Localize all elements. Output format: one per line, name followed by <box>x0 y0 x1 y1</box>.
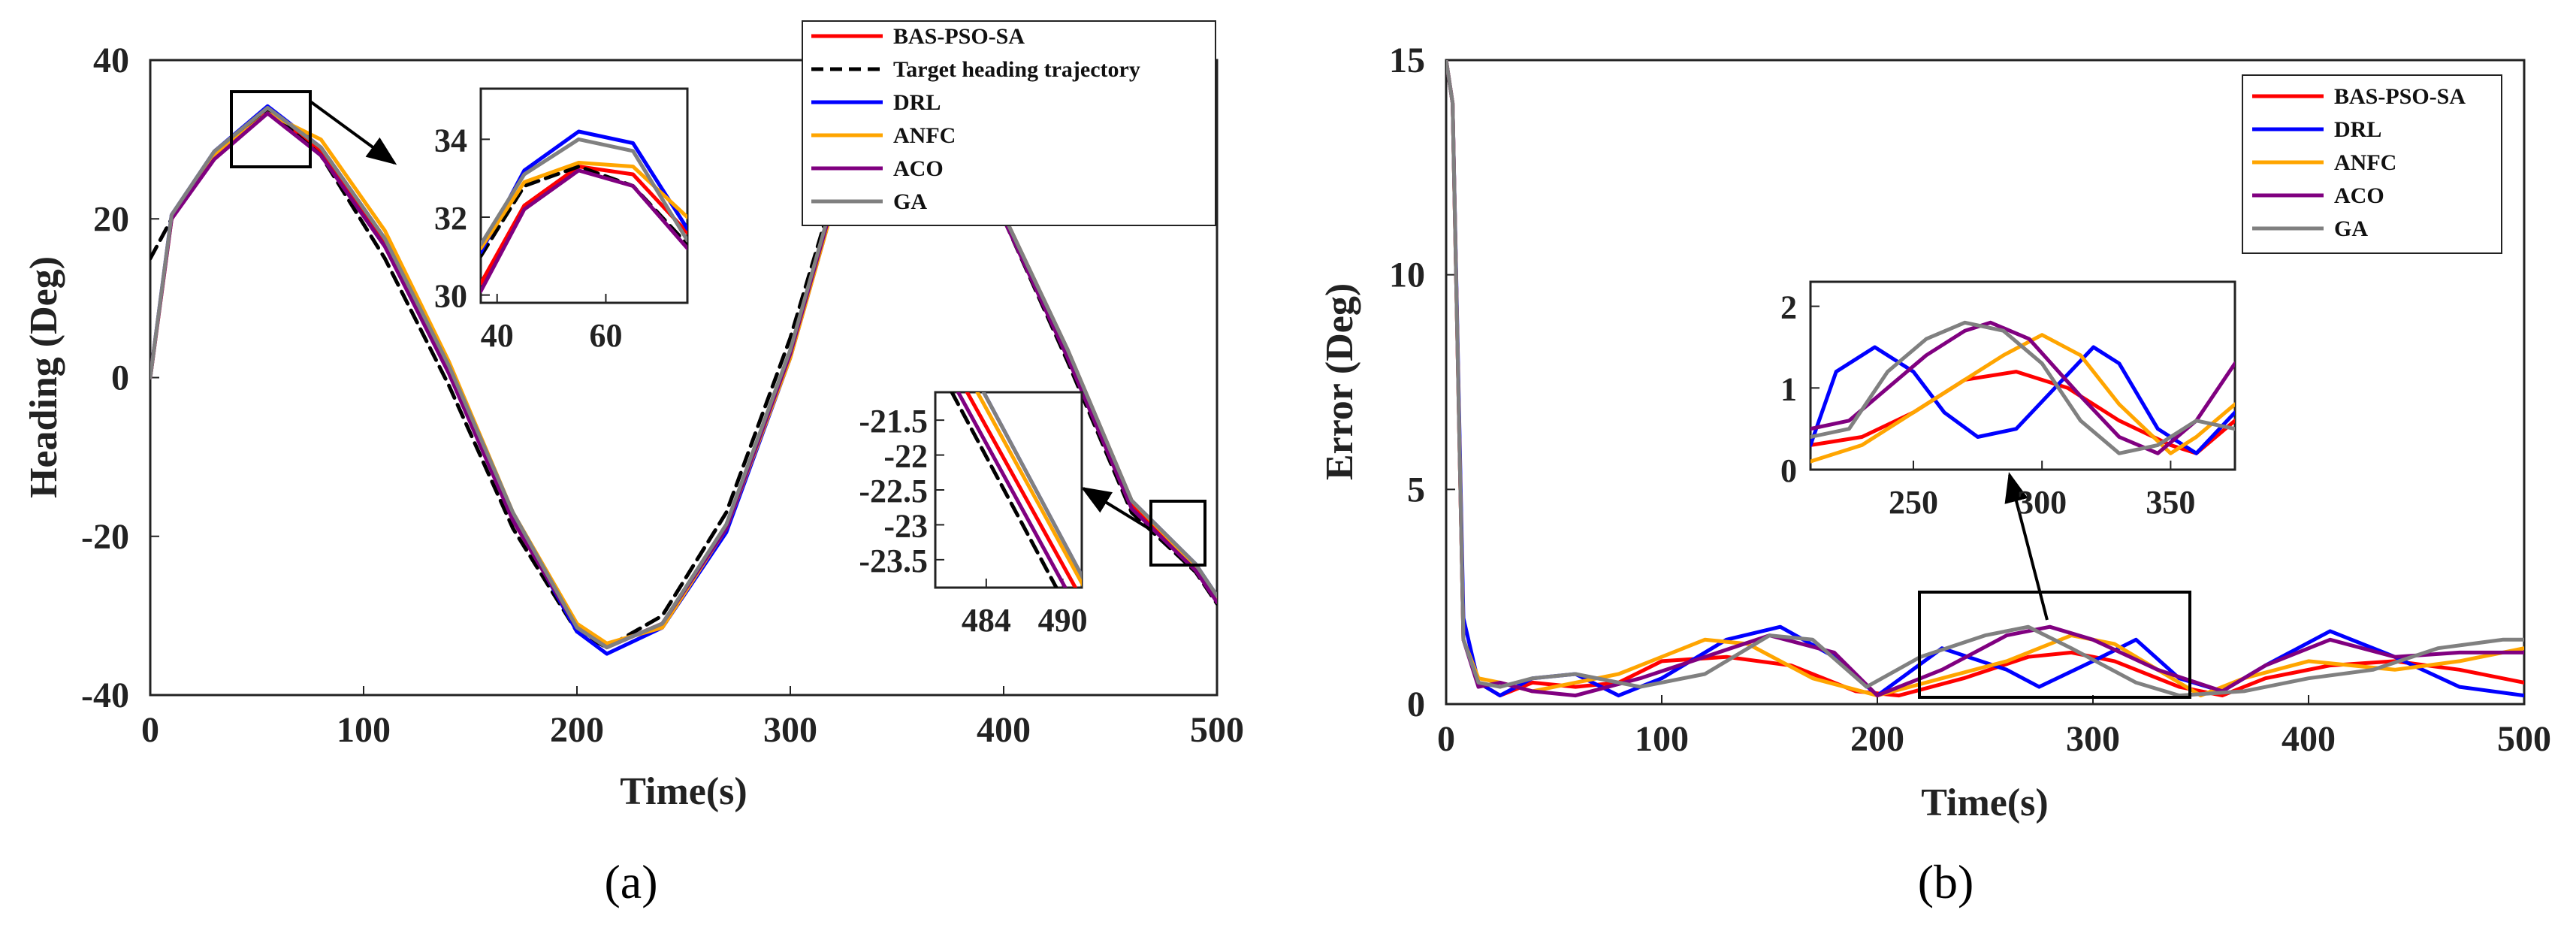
panel-a-series-ga <box>150 105 1217 650</box>
panel-a-zoom-arrow-descent <box>1080 486 1152 531</box>
panel-b-inset-y-tick-label: 1 <box>1780 370 1797 407</box>
panel-a-inset-descent-x-tick-label: 490 <box>1038 602 1088 639</box>
panel-b-inset-series-aco <box>1810 320 2235 455</box>
panel-a-inset-descent-series-target-heading-trajectory <box>950 392 1058 588</box>
panel-a-y-tick-label: 40 <box>93 41 129 80</box>
panel-a-x-tick-label: 300 <box>763 710 817 750</box>
panel-a-legend-label-drl: DRL <box>893 90 941 115</box>
panel-a-inset-descent-series <box>950 392 1082 588</box>
panel-b-y-tick-label: 5 <box>1407 470 1425 509</box>
panel-b-y-ticks: 15 10 5 0 <box>1389 41 1455 724</box>
panel-a-inset-descent-y-ticks: -21.5-22-22.5-23-23.5 <box>859 403 944 579</box>
panel-a-inset-descent-series-bas-pso-sa <box>965 392 1077 588</box>
panel-a-zoom-arrow-peak <box>309 100 397 165</box>
panel-a-inset-descent-x-ticks: 484 490 <box>962 579 1088 639</box>
panel-a-zoom-box-descent <box>1149 500 1206 567</box>
panel-b-caption: (b) <box>1918 855 1974 908</box>
panel-a-inset-descent-y-tick-label: -21.5 <box>859 403 928 440</box>
panel-a-x-axis-label: Time(s) <box>620 770 747 813</box>
panel-b-inset-series-bas-pso-sa <box>1810 370 2235 455</box>
panel-a-inset-peak-series <box>481 129 687 293</box>
panel-a-series <box>150 104 1217 656</box>
panel-a-x-tick-label: 400 <box>977 710 1031 750</box>
panel-b-inset-x-ticks: 250 300 350 <box>1889 461 2195 521</box>
panel-b-x-tick-label: 400 <box>2282 719 2336 759</box>
panel-a-legend-label-target-heading-trajectory: Target heading trajectory <box>893 57 1140 82</box>
panel-b-inset-x-tick-label: 250 <box>1889 484 1938 521</box>
panel-b-y-tick-label: 0 <box>1407 685 1425 724</box>
panel-b-x-tick-label: 200 <box>1850 719 1904 759</box>
panel-a-x-tick-label: 0 <box>141 710 159 750</box>
panel-a-inset-descent-x-tick-label: 484 <box>962 602 1011 639</box>
panel-b-inset <box>1809 280 2236 471</box>
panel-a-y-ticks: 40 20 0 -20 -40 <box>81 41 159 715</box>
panel-a-zoom-box-peak <box>230 90 312 168</box>
panel-b-inset-y-tick-label: 2 <box>1780 289 1797 326</box>
panel-b-inset-y-ticks: 2 1 0 <box>1780 289 1820 489</box>
panel-a-inset-peak-y-ticks: 34 32 30 <box>434 122 490 315</box>
panel-b-x-ticks: 0 100 200 300 400 500 <box>1437 695 2551 759</box>
panel-b-legend-label-anfc: ANFC <box>2334 150 2396 175</box>
panel-a-inset-peak-x-tick-label: 60 <box>589 317 622 354</box>
panel-a-y-tick-label: -40 <box>81 676 129 715</box>
panel-b-legend-label-aco: ACO <box>2334 183 2384 208</box>
panel-a-legend-label-ga: GA <box>893 189 927 214</box>
panel-a-y-tick-label: 20 <box>93 199 129 239</box>
panel-b-inset-series <box>1810 320 2235 464</box>
panel-a-inset-descent-y-tick-label: -23 <box>883 507 928 544</box>
panel-a-y-axis-label: Heading (Deg) <box>23 256 65 498</box>
panel-a-legend-label-aco: ACO <box>893 156 944 181</box>
panel-a-inset-descent-series-ga <box>981 392 1082 580</box>
panel-a-inset-descent-series-aco <box>956 392 1068 588</box>
panel-a-inset-peak-x-ticks: 40 60 <box>481 294 622 354</box>
panel-b-inset-x-tick-label: 350 <box>2146 484 2195 521</box>
panel-a-inset-descent-y-tick-label: -22 <box>883 438 928 475</box>
panel-b-legend-label-bas-pso-sa: BAS-PSO-SA <box>2334 84 2466 109</box>
panel-a-inset-descent-series-anfc <box>975 392 1082 587</box>
panel-b-y-axis-label: Error (Deg) <box>1318 283 1361 480</box>
panel-a-y-tick-label: 0 <box>111 358 129 398</box>
panel-b-legend-label-drl: DRL <box>2334 117 2381 142</box>
panel-b-inset-series-anfc <box>1810 333 2235 464</box>
panel-b-x-tick-label: 500 <box>2497 719 2551 759</box>
panel-b-x-tick-label: 100 <box>1635 719 1689 759</box>
panel-b-series <box>1446 60 2524 698</box>
panel-b-y-tick-label: 15 <box>1389 41 1425 80</box>
panel-a-legend-label-anfc: ANFC <box>893 123 956 148</box>
panel-b-x-axis-label: Time(s) <box>1921 781 2048 824</box>
panel-a-caption: (a) <box>604 855 657 908</box>
panel-a-inset-peak-y-tick-label: 34 <box>434 122 467 159</box>
panel-b-zoom-arrow <box>2004 472 2049 621</box>
panel-a-legend-label-bas-pso-sa: BAS-PSO-SA <box>893 24 1025 49</box>
panel-a-inset-peak-y-tick-label: 30 <box>434 278 467 315</box>
panel-a-x-ticks: 0 100 200 300 400 500 <box>141 686 1244 750</box>
panel-a-inset-peak-series-ga <box>481 137 687 246</box>
panel-b-inset-series-drl <box>1810 345 2235 455</box>
panel-b-x-tick-label: 0 <box>1437 719 1455 759</box>
panel-a-inset-descent-y-tick-label: -23.5 <box>859 543 928 579</box>
panel-a-inset-peak-x-tick-label: 40 <box>481 317 514 354</box>
panel-b-series-ga <box>1446 60 2524 698</box>
panel-b-x-tick-label: 300 <box>2066 719 2120 759</box>
panel-a-x-tick-label: 100 <box>337 710 391 750</box>
panel-b-zoom-box <box>1918 591 2191 699</box>
panel-b-inset-x-tick-label: 300 <box>2017 484 2067 521</box>
panel-b-inset-series-ga <box>1810 320 2235 455</box>
panel-a-legend: BAS-PSO-SA Target heading trajectory DRL AN… <box>802 20 1216 226</box>
panel-b-y-tick-label: 10 <box>1389 255 1425 295</box>
panel-b-legend: BAS-PSO-SA DRL ANFC ACO GA <box>2242 74 2502 254</box>
panel-a-x-tick-label: 200 <box>550 710 604 750</box>
panel-a-inset-peak-series-aco <box>481 168 687 293</box>
panel-a-y-tick-label: -20 <box>81 517 129 557</box>
panel-b-legend-label-ga: GA <box>2334 216 2368 241</box>
panel-b-inset-y-tick-label: 0 <box>1780 452 1797 489</box>
panel-a-inset-descent-y-tick-label: -22.5 <box>859 473 928 509</box>
panel-a-inset-peak-y-tick-label: 32 <box>434 200 467 237</box>
panel-a-x-tick-label: 500 <box>1190 710 1244 750</box>
